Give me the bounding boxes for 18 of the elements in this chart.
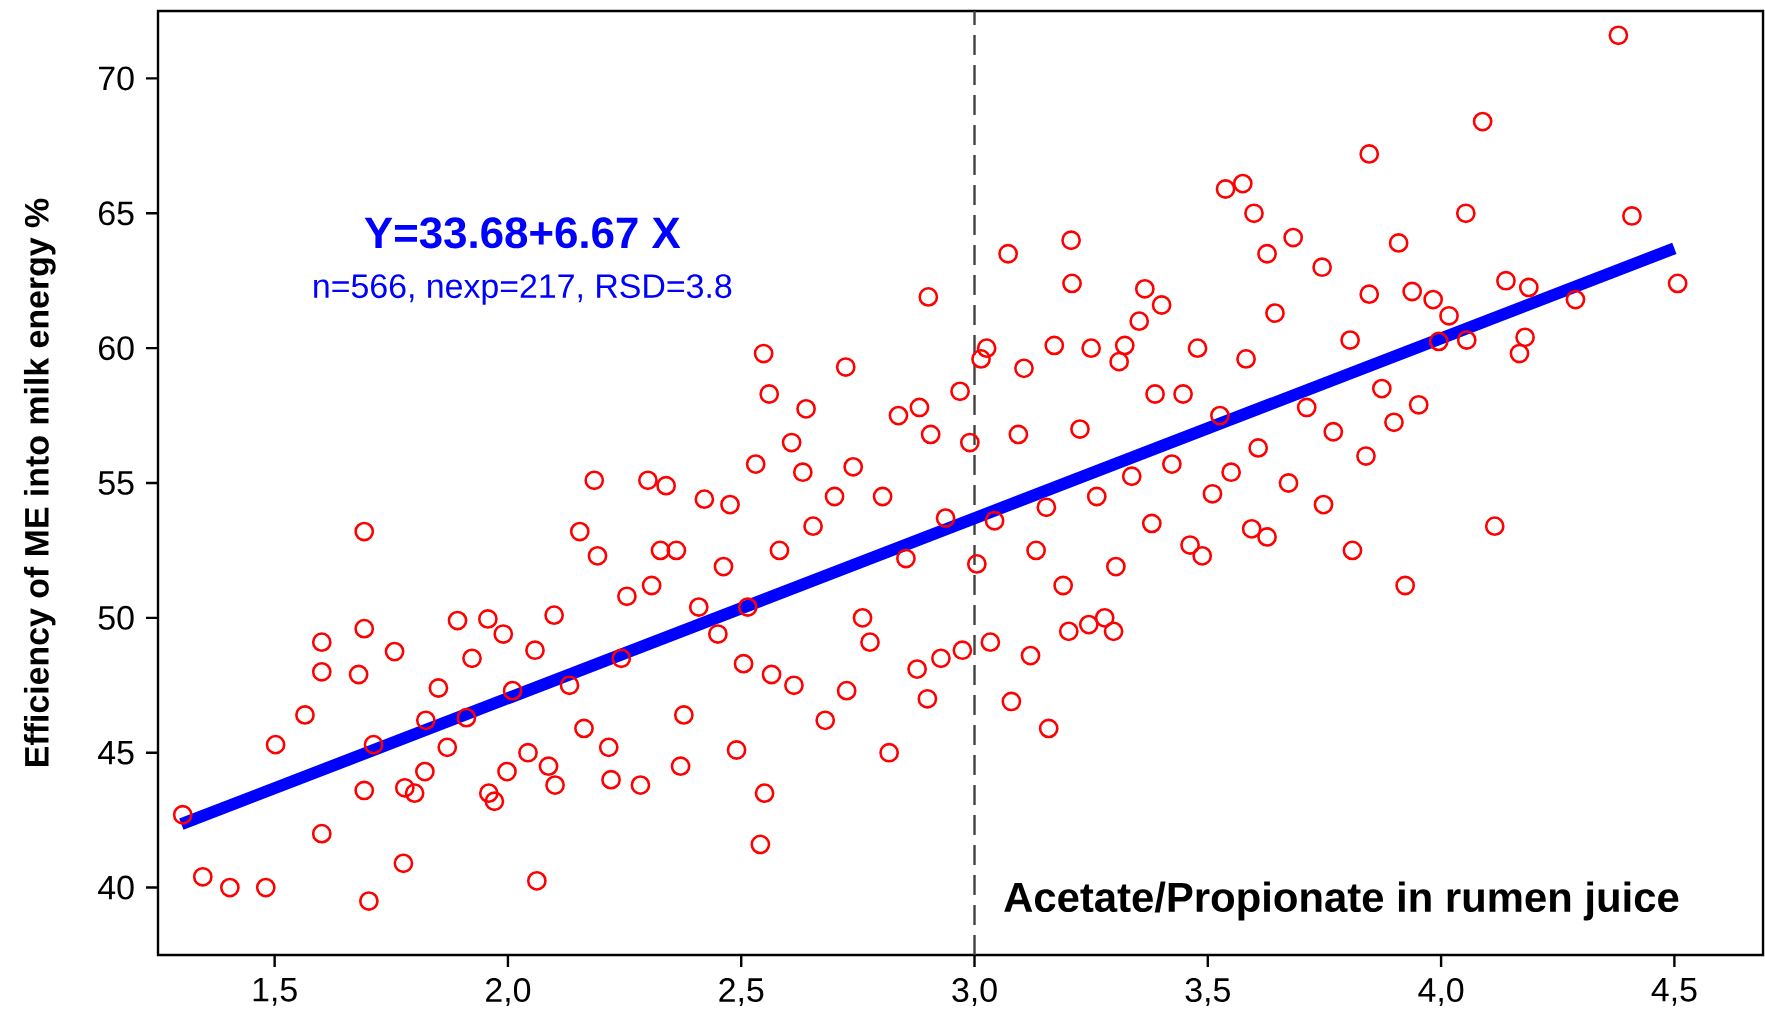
y-tick-label: 55	[98, 471, 134, 495]
x-tick-label: 4,0	[1418, 978, 1464, 1007]
y-axis-title: Efficiency of ME into milk energy %	[23, 198, 56, 766]
x-tick-label: 3,5	[1185, 978, 1230, 1007]
x-tick-label: 1,5	[253, 978, 297, 1006]
x-tick-label: 3,0	[952, 978, 997, 1007]
x-axis-title: Acetate/Propionate in rumen juice	[1004, 881, 1679, 921]
y-tick-label: 40	[98, 875, 134, 900]
annotation: Y=33.68+6.67 X	[364, 217, 681, 249]
y-tick-label: 70	[99, 66, 134, 91]
x-tick-label: 2,5	[719, 978, 764, 1007]
y-tick-label: 45	[98, 740, 134, 765]
y-tick-label: 65	[99, 201, 134, 226]
x-tick-label: 4,5	[1651, 978, 1697, 1006]
annotation: n=566, nexp=217, RSD=3.8	[314, 274, 732, 305]
y-tick-label: 50	[98, 605, 134, 630]
x-tick-label: 2,0	[486, 978, 531, 1007]
y-tick-label: 60	[99, 336, 134, 361]
